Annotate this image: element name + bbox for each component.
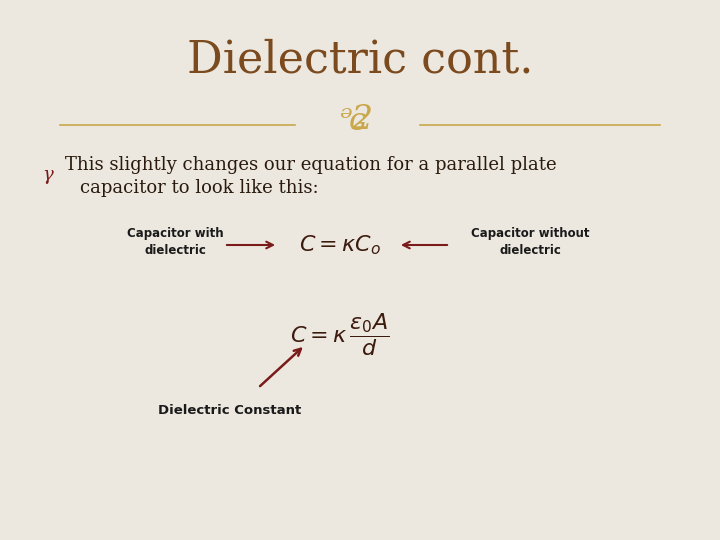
Text: γ: γ xyxy=(42,166,53,184)
Text: ᵊ2: ᵊ2 xyxy=(340,104,374,136)
Text: ɢ: ɢ xyxy=(348,106,366,138)
Text: $C = \kappa C_o$: $C = \kappa C_o$ xyxy=(299,233,381,257)
Text: This slightly changes our equation for a parallel plate: This slightly changes our equation for a… xyxy=(65,156,557,174)
Text: Dielectric Constant: Dielectric Constant xyxy=(158,403,302,416)
Text: Capacitor with
dielectric: Capacitor with dielectric xyxy=(127,227,223,257)
Text: capacitor to look like this:: capacitor to look like this: xyxy=(80,179,319,197)
Text: Capacitor without
dielectric: Capacitor without dielectric xyxy=(471,227,589,257)
Text: Dielectric cont.: Dielectric cont. xyxy=(186,38,534,82)
Text: $C = \kappa\,\dfrac{\varepsilon_0 A}{d}$: $C = \kappa\,\dfrac{\varepsilon_0 A}{d}$ xyxy=(290,312,390,358)
